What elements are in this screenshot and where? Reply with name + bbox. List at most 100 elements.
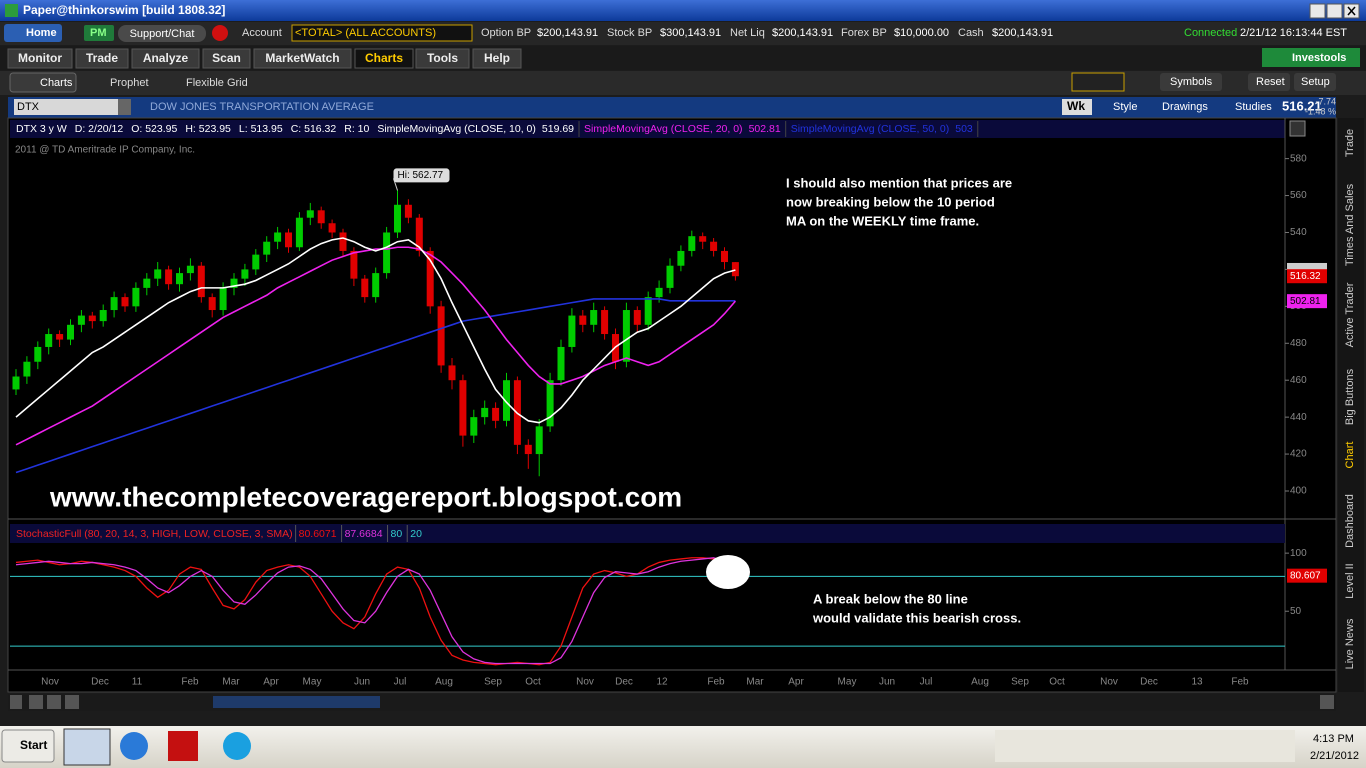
x-tick-label: Sep <box>484 677 502 688</box>
side-tab[interactable]: Big Buttons <box>1344 368 1356 425</box>
tab[interactable] <box>354 48 414 69</box>
x-tick-label: Aug <box>435 677 453 688</box>
moving-average <box>15 298 736 474</box>
x-tick-label: Nov <box>41 677 59 688</box>
zoom-button[interactable] <box>29 695 43 709</box>
stochastic-line <box>15 557 736 665</box>
symbol-input[interactable] <box>14 99 118 115</box>
subtab[interactable]: Charts <box>40 77 73 89</box>
candle-body <box>263 241 271 255</box>
legend-series: SimpleMovingAvg (CLOSE, 10, 0) <box>377 123 536 135</box>
home-button[interactable] <box>4 24 62 42</box>
study-legend-value: 20 <box>410 528 422 540</box>
stochastic-line <box>15 557 736 666</box>
candle-body <box>404 204 412 218</box>
chart-button[interactable]: Drawings <box>1162 101 1208 113</box>
side-tab[interactable]: Live News <box>1344 618 1356 669</box>
period-button[interactable] <box>1062 99 1092 115</box>
x-tick-label: Sep <box>1011 677 1029 688</box>
tab[interactable] <box>415 48 470 69</box>
tab-label[interactable]: Tools <box>427 51 458 65</box>
reset-button[interactable] <box>1248 73 1290 91</box>
zoom-button[interactable] <box>47 695 61 709</box>
price-tag-label: 502.81 <box>1290 296 1321 307</box>
plots: 400420440460480500520540560580Hi: 562.77… <box>10 121 1327 688</box>
taskbar-app[interactable] <box>168 731 198 761</box>
tab-label[interactable]: MarketWatch <box>265 51 339 65</box>
grid-selector[interactable] <box>1071 72 1125 92</box>
tab-label[interactable]: Scan <box>212 51 241 65</box>
tab[interactable] <box>75 48 129 69</box>
side-tab[interactable]: Active Trader <box>1344 282 1356 347</box>
legend-item: L: 513.95 <box>239 123 283 135</box>
candle-body <box>655 287 663 298</box>
price-legend-bar <box>10 120 1285 138</box>
candle-body <box>721 250 728 263</box>
subtab[interactable]: Prophet <box>110 77 149 89</box>
tab-label[interactable]: Trade <box>86 51 118 65</box>
tray-time: 4:13 PM <box>1313 733 1354 745</box>
tab[interactable] <box>7 48 73 69</box>
balance-label: Cash <box>958 27 984 39</box>
button-label: Setup <box>1301 76 1330 88</box>
taskbar-app[interactable] <box>63 728 111 766</box>
x-tick-label: 13 <box>1191 677 1203 688</box>
setup-button[interactable] <box>1294 73 1336 91</box>
study-tag <box>1287 568 1327 583</box>
scroll-thumb[interactable] <box>213 696 380 708</box>
side-tab[interactable]: Chart <box>1344 442 1356 469</box>
investools-label: Investools <box>1292 52 1346 64</box>
candle-body <box>470 417 478 436</box>
copyright: 2011 @ TD Ameritrade IP Company, Inc. <box>15 145 195 156</box>
tab[interactable] <box>472 48 522 69</box>
support-button[interactable] <box>118 25 206 42</box>
maximize-button[interactable] <box>1326 3 1343 19</box>
tab-label[interactable]: Monitor <box>18 51 62 65</box>
candle-body <box>590 310 598 325</box>
investools-button[interactable] <box>1262 48 1360 67</box>
candle-body <box>579 315 587 325</box>
candle-body <box>459 380 467 436</box>
tab-label[interactable]: Help <box>484 51 510 65</box>
tab-label[interactable]: Charts <box>365 51 403 65</box>
title-bar <box>0 0 1366 21</box>
highlight-circle <box>706 555 750 589</box>
legend-value: 503 <box>955 123 973 135</box>
scroll-button[interactable] <box>1320 695 1334 709</box>
minimize-button[interactable] <box>1309 3 1326 19</box>
side-tab[interactable]: Dashboard <box>1344 494 1356 548</box>
account-select[interactable] <box>291 24 473 42</box>
period-label: Wk <box>1067 99 1085 113</box>
side-tab[interactable]: Times And Sales <box>1344 183 1356 266</box>
scrollbar[interactable] <box>8 694 1336 711</box>
symbols-button[interactable] <box>1160 73 1222 91</box>
taskbar-app[interactable] <box>223 732 251 760</box>
balance-label: Stock BP <box>607 27 652 39</box>
start-button[interactable] <box>1 729 55 763</box>
candle-body <box>132 287 140 307</box>
subtab[interactable]: Flexible Grid <box>186 77 248 89</box>
scroll-button[interactable] <box>10 695 22 709</box>
legend-series: SimpleMovingAvg (CLOSE, 20, 0) <box>584 123 743 135</box>
chart-button[interactable]: Studies <box>1235 101 1272 113</box>
candle-body <box>557 346 565 381</box>
subtab-active[interactable] <box>9 72 77 93</box>
alert-icon[interactable] <box>212 25 228 41</box>
tab[interactable] <box>253 48 352 69</box>
account-value: <TOTAL> (ALL ACCOUNTS) <box>295 27 436 39</box>
zoom-button[interactable] <box>65 695 79 709</box>
pm-button[interactable] <box>84 25 114 41</box>
chart-settings-icon[interactable] <box>1289 120 1306 137</box>
tab[interactable] <box>131 48 200 69</box>
candle-body <box>241 269 249 279</box>
candle-body <box>67 324 74 340</box>
tab[interactable] <box>202 48 251 69</box>
taskbar-app[interactable] <box>120 732 148 760</box>
side-tab[interactable]: Level II <box>1344 563 1356 598</box>
tab-label[interactable]: Analyze <box>143 51 189 65</box>
symbol-dropdown[interactable] <box>118 99 131 115</box>
button-label: Symbols <box>1170 76 1213 88</box>
chart-button[interactable]: Style <box>1113 101 1137 113</box>
clock: 2/21/12 16:13:44 EST <box>1240 27 1347 39</box>
side-tab[interactable]: Trade <box>1344 129 1356 157</box>
